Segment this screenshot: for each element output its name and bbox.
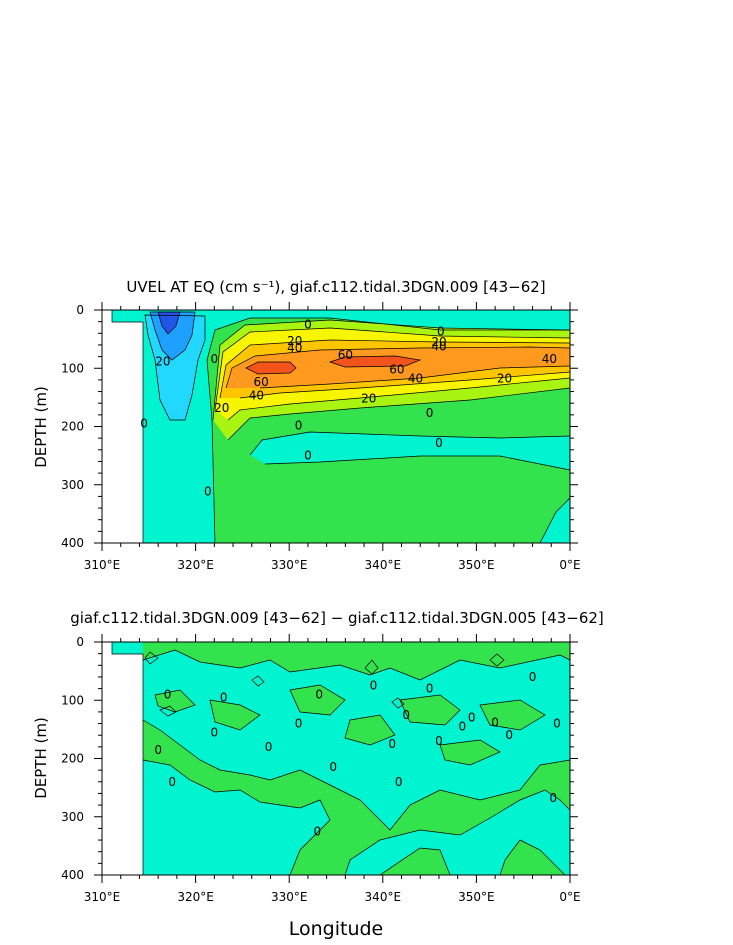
- bottom-x-tick-label: 330°E: [271, 890, 308, 904]
- top-x-tick-label: 310°E: [84, 558, 121, 572]
- top-y-tick-label: 400: [61, 536, 84, 550]
- top-contour-label: 20: [497, 372, 512, 386]
- top-contour-label: 40: [287, 341, 302, 355]
- top-y-tick-label: 200: [61, 420, 84, 434]
- bottom-y-axis-label: DEPTH (m): [32, 717, 50, 799]
- top-x-tick-label: 320°E: [177, 558, 214, 572]
- top-y-axis-label: DEPTH (m): [32, 386, 50, 468]
- bottom-x-tick-label: 350°E: [458, 890, 495, 904]
- bottom-contour-label: 0: [388, 737, 396, 751]
- bottom-contour-label: 0: [164, 687, 172, 701]
- bottom-y-tick-label: 200: [61, 752, 84, 766]
- bottom-contour-label: 0: [168, 775, 176, 789]
- bottom-contour-label: 0: [468, 711, 476, 725]
- top-contour-label: 0: [304, 449, 312, 463]
- bottom-contour-label: 0: [295, 717, 303, 731]
- top-contour-label: 0: [295, 418, 303, 432]
- bottom-contour-label: 0: [220, 690, 228, 704]
- bottom-contour-label: 0: [210, 725, 218, 739]
- top-contour-label: 60: [253, 375, 268, 389]
- bottom-contour-label: 0: [370, 679, 378, 693]
- bottom-contour-label: 0: [491, 715, 499, 729]
- top-contour-label: 60: [389, 362, 404, 376]
- top-contour-label: 20: [214, 401, 229, 415]
- bottom-x-tick-label: 0°E: [559, 890, 580, 904]
- top-contour-label: 0: [140, 417, 148, 431]
- bottom-contour-label: 0: [329, 760, 337, 774]
- bottom-contour-label: 0: [435, 734, 443, 748]
- bottom-x-tick-label: 320°E: [177, 890, 214, 904]
- x-axis-label: Longitude: [289, 918, 384, 940]
- top-panel: UVEL AT EQ (cm s⁻¹), giaf.c112.tidal.3DG…: [32, 278, 581, 572]
- top-contour-label: 60: [338, 348, 353, 362]
- bottom-panel: giaf.c112.tidal.3DGN.009 [43−62] − giaf.…: [32, 609, 604, 940]
- top-x-tick-label: 350°E: [458, 558, 495, 572]
- top-contour-label: 0: [204, 485, 212, 499]
- bottom-contour-label: 0: [313, 824, 321, 838]
- bottom-contour-label: 0: [154, 743, 162, 757]
- top-contour-label: 0: [426, 406, 434, 420]
- top-panel-title: UVEL AT EQ (cm s⁻¹), giaf.c112.tidal.3DG…: [126, 278, 545, 296]
- bottom-contour-label: 0: [553, 717, 561, 731]
- bottom-y-tick-label: 300: [61, 810, 84, 824]
- top-contour-label: 20: [431, 335, 446, 349]
- bottom-axes: 310°E 320°E 330°E 340°E 350°E 0°E 0 100 200 300 40…: [61, 634, 581, 904]
- bottom-contour-label: 0: [459, 719, 467, 733]
- bottom-y-tick-label: 100: [61, 693, 84, 707]
- top-contour-label: 40: [249, 389, 264, 403]
- bottom-y-tick-label: 0: [76, 635, 84, 649]
- top-axes: 310°E 320°E 330°E 340°E 350°E 0°E010020030040…: [61, 302, 581, 572]
- top-contour-label: 40: [431, 340, 446, 354]
- top-contour-label: 20: [287, 334, 302, 348]
- bottom-contour-label: 0: [505, 728, 513, 742]
- bottom-panel-title: giaf.c112.tidal.3DGN.009 [43−62] − giaf.…: [70, 609, 604, 627]
- bottom-contour-label: 0: [549, 791, 557, 805]
- top-x-tick-label: 340°E: [365, 558, 402, 572]
- top-contour-label: 20: [155, 354, 170, 368]
- top-contour-label: 0: [304, 318, 312, 332]
- top-contour-label: 0: [435, 436, 443, 450]
- top-x-tick-label: 330°E: [271, 558, 308, 572]
- bottom-contour-label: 0: [402, 708, 410, 722]
- top-y-tick-label: 100: [61, 361, 84, 375]
- top-contour-fill: [102, 310, 570, 543]
- top-contour-label: 20: [361, 392, 376, 406]
- top-contour-label: 40: [408, 372, 423, 386]
- bottom-contour-label: 0: [426, 682, 434, 696]
- bottom-contour-label: 0: [315, 687, 323, 701]
- bottom-contour-label: 0: [265, 740, 273, 754]
- top-x-tick-label: 0°E: [559, 558, 580, 572]
- top-y-tick-label: 0: [76, 303, 84, 317]
- top-contour-label: 0: [437, 325, 445, 339]
- bottom-x-tick-label: 340°E: [365, 890, 402, 904]
- bottom-contour-label: 0: [529, 670, 537, 684]
- bottom-x-tick-label: 310°E: [84, 890, 121, 904]
- bottom-contour-fill: [102, 642, 570, 875]
- top-y-tick-label: 300: [61, 478, 84, 492]
- top-contour-label: 40: [542, 352, 557, 366]
- top-contour-label: 0: [210, 352, 218, 366]
- bottom-y-tick-label: 400: [61, 868, 84, 882]
- bottom-contour-label: 0: [395, 775, 403, 789]
